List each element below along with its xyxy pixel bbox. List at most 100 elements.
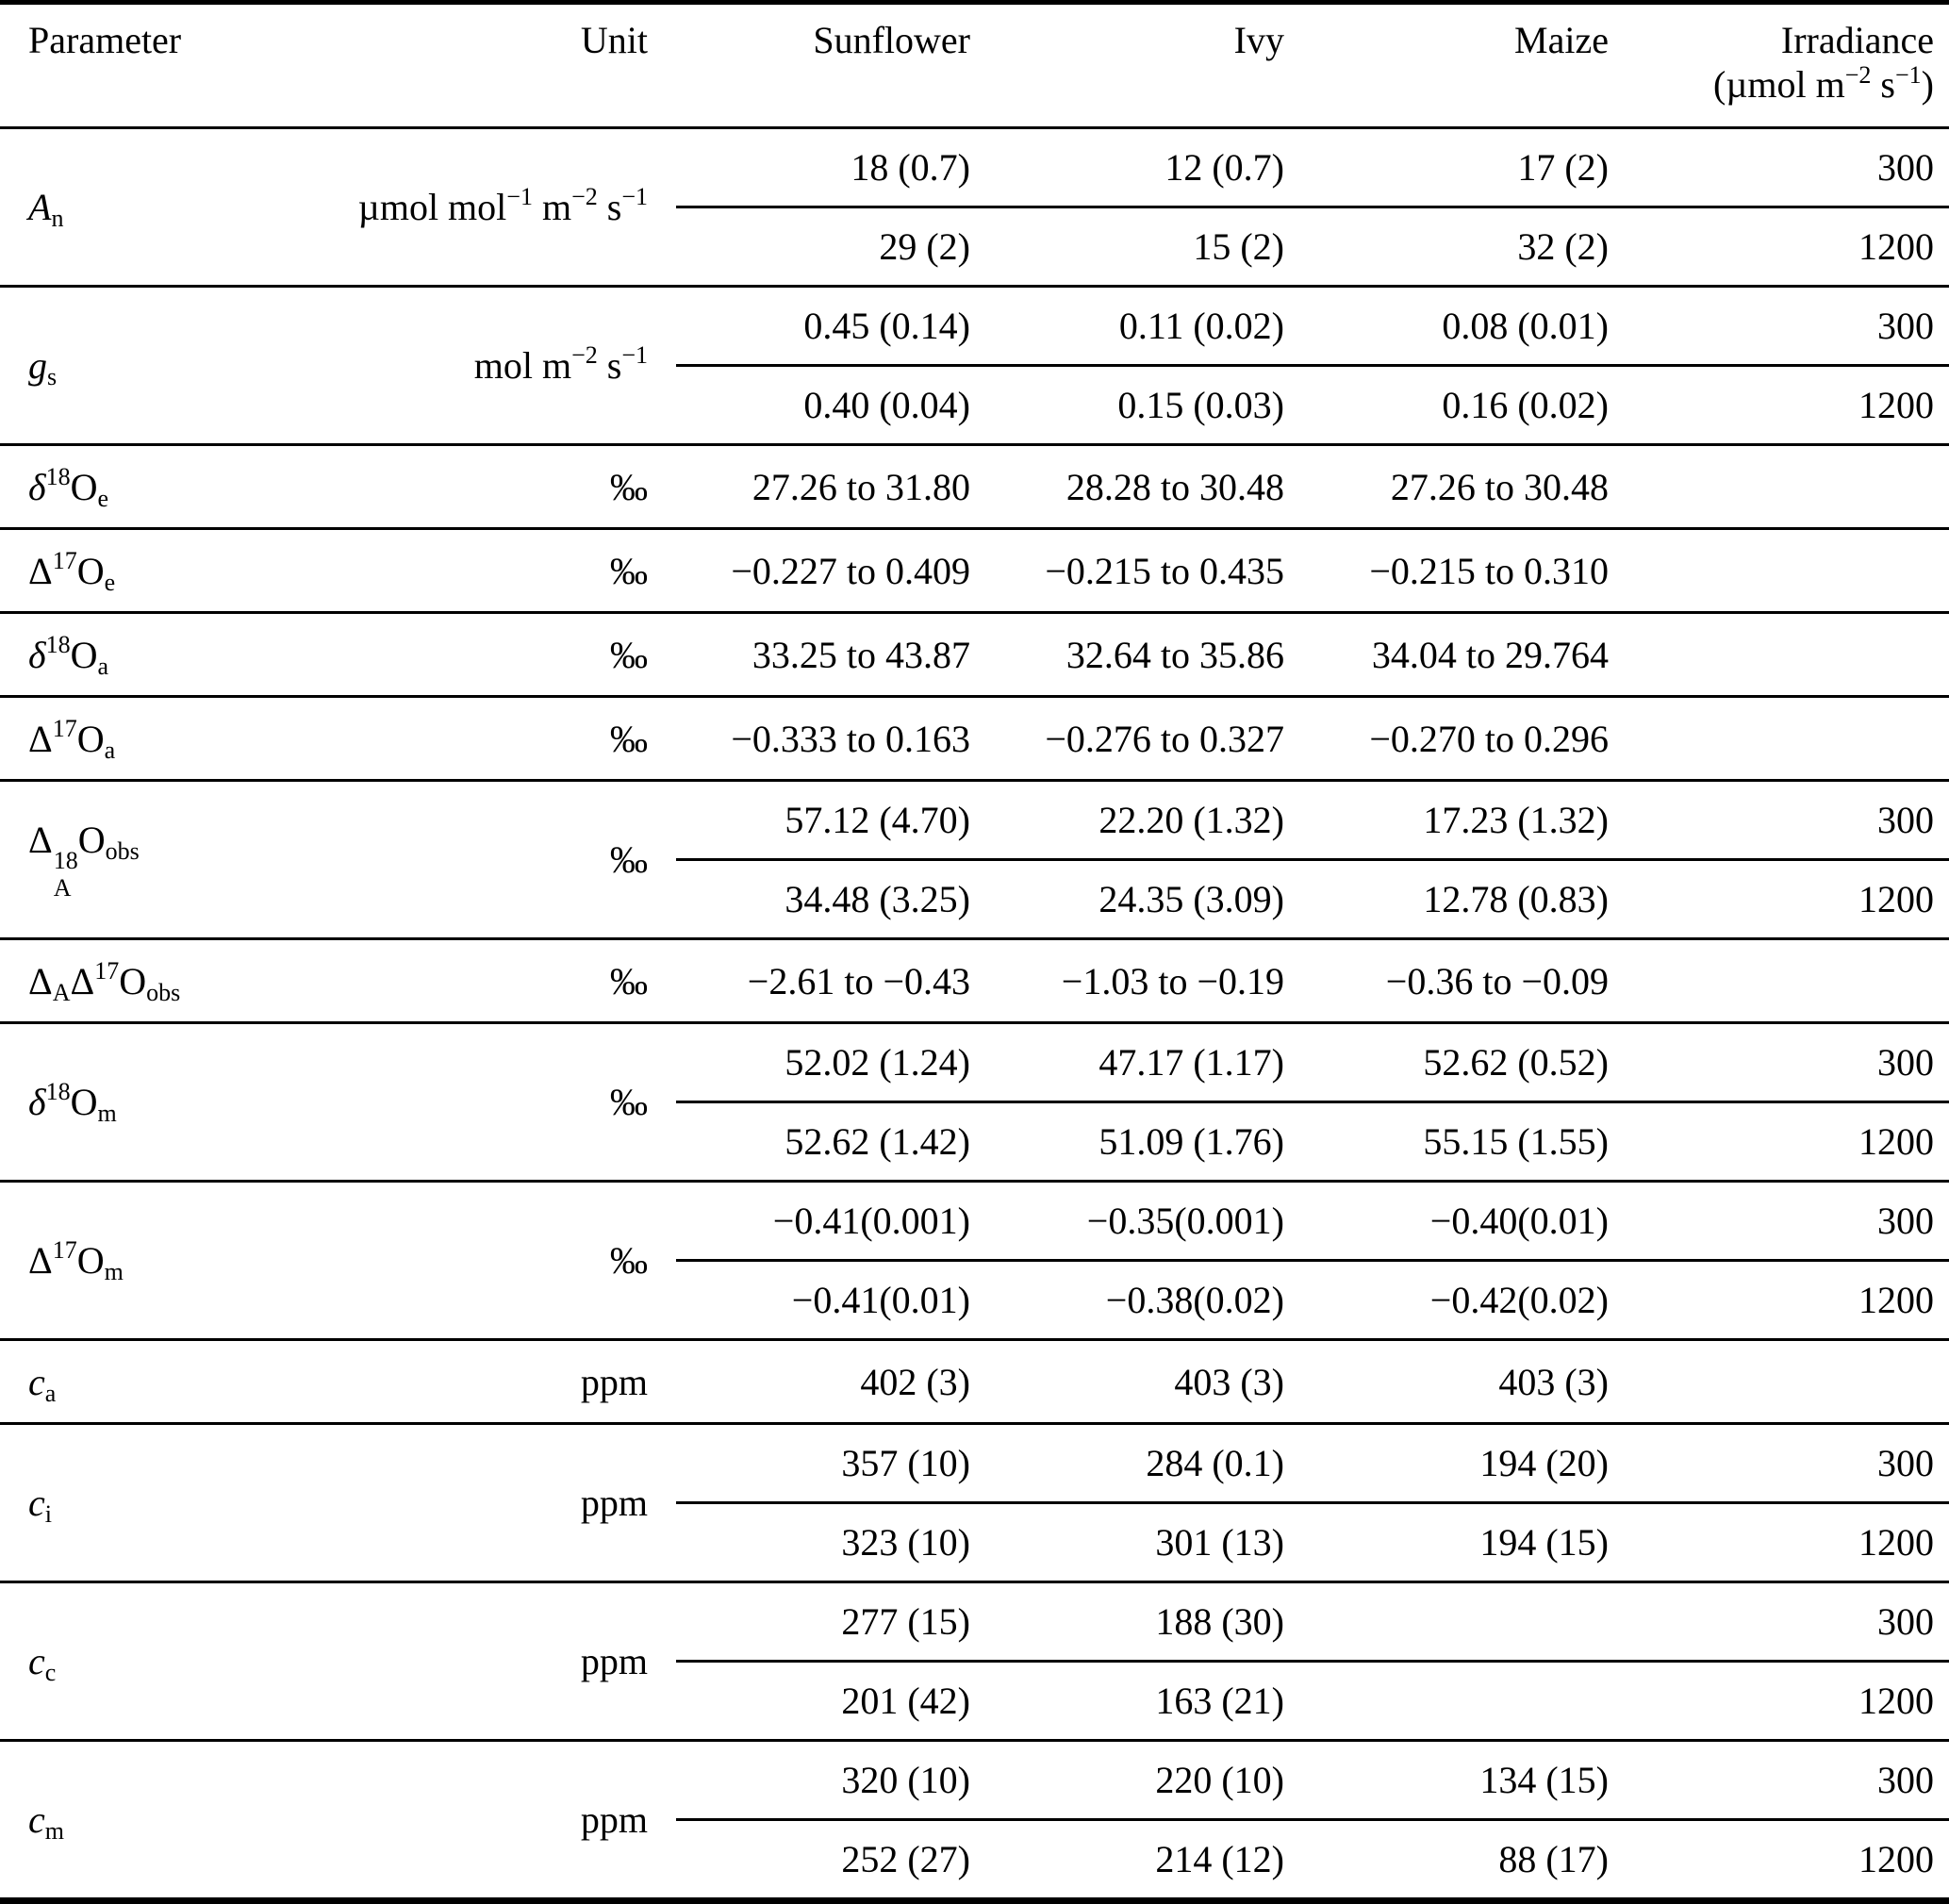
cell-ivy: 51.09 (1.76) <box>974 1101 1288 1182</box>
table-row: cc ppm 277 (15) 188 (30) 300 <box>0 1581 1949 1741</box>
cell-irradiance: 300 <box>1612 1739 1949 1820</box>
parameter-label: Δ17Om <box>0 1180 292 1340</box>
column-header-maize: Maize <box>1288 2 1612 129</box>
cell-maize: 0.16 (0.02) <box>1288 364 1612 445</box>
cell-ivy: 22.20 (1.32) <box>974 779 1288 860</box>
cell-sunflower: 320 (10) <box>676 1739 974 1820</box>
table-row: 323 (10) 301 (13) 194 (15) 1200 <box>0 1501 1949 1582</box>
table-row: δ18Oe ‰ 27.26 to 31.80 28.28 to 30.48 27.26 … <box>0 443 1949 529</box>
unit-label: ‰ <box>292 443 676 529</box>
table-row: Δ17Oe ‰ −0.227 to 0.409 −0.215 to 0.435 −0.2… <box>0 527 1949 613</box>
table-row: ci ppm 357 (10) 284 (0.1) 194 (20) 300 <box>0 1422 1949 1582</box>
parameter-label: An <box>0 126 292 287</box>
parameter-label: cc <box>0 1581 292 1741</box>
cell-maize: −0.42(0.02) <box>1288 1259 1612 1340</box>
cell-irradiance: 300 <box>1612 126 1949 207</box>
table-row: ca ppm 402 (3) 403 (3) 403 (3) <box>0 1338 1949 1424</box>
parameter-label: Δ17Oe <box>0 527 292 613</box>
cell-sunflower: 402 (3) <box>676 1338 974 1424</box>
cell-ivy: 188 (30) <box>974 1581 1288 1662</box>
unit-label: ppm <box>292 1739 676 1901</box>
cell-ivy: 284 (0.1) <box>974 1422 1288 1503</box>
cell-maize: 194 (15) <box>1288 1501 1612 1582</box>
cell-maize <box>1288 1581 1612 1662</box>
parameter-label: ΔAΔ17Oobs <box>0 937 292 1023</box>
cell-ivy: −0.35(0.001) <box>974 1180 1288 1261</box>
cell-irradiance <box>1612 527 1949 613</box>
cell-sunflower: −0.41(0.01) <box>676 1259 974 1340</box>
cell-sunflower: −0.333 to 0.163 <box>676 695 974 781</box>
column-header-irradiance: Irradiance (µmol m−2 s−1) <box>1612 2 1949 129</box>
unit-label: ‰ <box>292 779 676 939</box>
irradiance-header-unit: (µmol m−2 s−1) <box>1713 60 1934 107</box>
cell-maize: 17 (2) <box>1288 126 1612 207</box>
table-row: 0.40 (0.04) 0.15 (0.03) 0.16 (0.02) 1200 <box>0 364 1949 445</box>
cell-ivy: −0.215 to 0.435 <box>974 527 1288 613</box>
cell-ivy: 24.35 (3.09) <box>974 858 1288 939</box>
table-row: Δ17Oa ‰ −0.333 to 0.163 −0.276 to 0.327 −0.2… <box>0 695 1949 781</box>
cell-irradiance: 300 <box>1612 779 1949 860</box>
cell-irradiance: 300 <box>1612 1021 1949 1102</box>
cell-irradiance: 300 <box>1612 1581 1949 1662</box>
cell-sunflower: 27.26 to 31.80 <box>676 443 974 529</box>
unit-label: mol m−2 s−1 <box>292 285 676 445</box>
table-row: δ18Om ‰ 52.02 (1.24) 47.17 (1.17) 52.62 (0.5… <box>0 1021 1949 1182</box>
cell-ivy: 163 (21) <box>974 1660 1288 1741</box>
parameter-label: ca <box>0 1338 292 1424</box>
cell-sunflower: 52.62 (1.42) <box>676 1101 974 1182</box>
column-header-parameter: Parameter <box>0 2 292 129</box>
column-header-ivy: Ivy <box>974 2 1288 129</box>
irradiance-header-title: Irradiance <box>1780 19 1934 61</box>
table-body: An µmol mol−1 m−2 s−1 18 (0.7) 12 (0.7) 17 (… <box>0 126 1949 1901</box>
cell-maize: 194 (20) <box>1288 1422 1612 1503</box>
column-header-unit: Unit <box>292 2 676 129</box>
cell-irradiance <box>1612 443 1949 529</box>
cell-maize: 0.08 (0.01) <box>1288 285 1612 366</box>
parameter-label: δ18Om <box>0 1021 292 1182</box>
cell-ivy: 220 (10) <box>974 1739 1288 1820</box>
parameter-label: δ18Oe <box>0 443 292 529</box>
parameter-label: δ18Oa <box>0 611 292 697</box>
table-row: 29 (2) 15 (2) 32 (2) 1200 <box>0 206 1949 287</box>
cell-irradiance: 1200 <box>1612 1501 1949 1582</box>
cell-sunflower: 29 (2) <box>676 206 974 287</box>
unit-label: ‰ <box>292 1180 676 1340</box>
cell-irradiance: 300 <box>1612 1180 1949 1261</box>
cell-maize: 88 (17) <box>1288 1818 1612 1901</box>
parameter-label: ci <box>0 1422 292 1582</box>
cell-maize: −0.36 to −0.09 <box>1288 937 1612 1023</box>
cell-sunflower: 34.48 (3.25) <box>676 858 974 939</box>
cell-sunflower: 52.02 (1.24) <box>676 1021 974 1102</box>
table-row: 34.48 (3.25) 24.35 (3.09) 12.78 (0.83) 1200 <box>0 858 1949 939</box>
table-row: ΔAΔ17Oobs ‰ −2.61 to −0.43 −1.03 to −0.19 −0… <box>0 937 1949 1023</box>
cell-ivy: 28.28 to 30.48 <box>974 443 1288 529</box>
cell-ivy: 47.17 (1.17) <box>974 1021 1288 1102</box>
cell-ivy: 12 (0.7) <box>974 126 1288 207</box>
cell-sunflower: 201 (42) <box>676 1660 974 1741</box>
cell-ivy: 0.15 (0.03) <box>974 364 1288 445</box>
cell-maize: 403 (3) <box>1288 1338 1612 1424</box>
header-row: Parameter Unit Sunflower Ivy Maize Irrad… <box>0 2 1949 129</box>
unit-label: ppm <box>292 1338 676 1424</box>
table-row: An µmol mol−1 m−2 s−1 18 (0.7) 12 (0.7) 17 (… <box>0 126 1949 287</box>
cell-maize: 32 (2) <box>1288 206 1612 287</box>
table-row: 52.62 (1.42) 51.09 (1.76) 55.15 (1.55) 1200 <box>0 1101 1949 1182</box>
cell-sunflower: −0.227 to 0.409 <box>676 527 974 613</box>
parameter-label: Δ 18 A Oobs <box>0 779 292 939</box>
cell-irradiance: 300 <box>1612 1422 1949 1503</box>
table-row: gs mol m−2 s−1 0.45 (0.14) 0.11 (0.02) 0.08 … <box>0 285 1949 445</box>
cell-irradiance: 300 <box>1612 285 1949 366</box>
cell-maize: −0.215 to 0.310 <box>1288 527 1612 613</box>
cell-maize <box>1288 1660 1612 1741</box>
cell-sunflower: −2.61 to −0.43 <box>676 937 974 1023</box>
cell-sunflower: 323 (10) <box>676 1501 974 1582</box>
cell-ivy: 15 (2) <box>974 206 1288 287</box>
cell-irradiance <box>1612 1338 1949 1424</box>
cell-maize: 134 (15) <box>1288 1739 1612 1820</box>
cell-ivy: 32.64 to 35.86 <box>974 611 1288 697</box>
cell-ivy: 403 (3) <box>974 1338 1288 1424</box>
unit-label: µmol mol−1 m−2 s−1 <box>292 126 676 287</box>
cell-maize: 17.23 (1.32) <box>1288 779 1612 860</box>
